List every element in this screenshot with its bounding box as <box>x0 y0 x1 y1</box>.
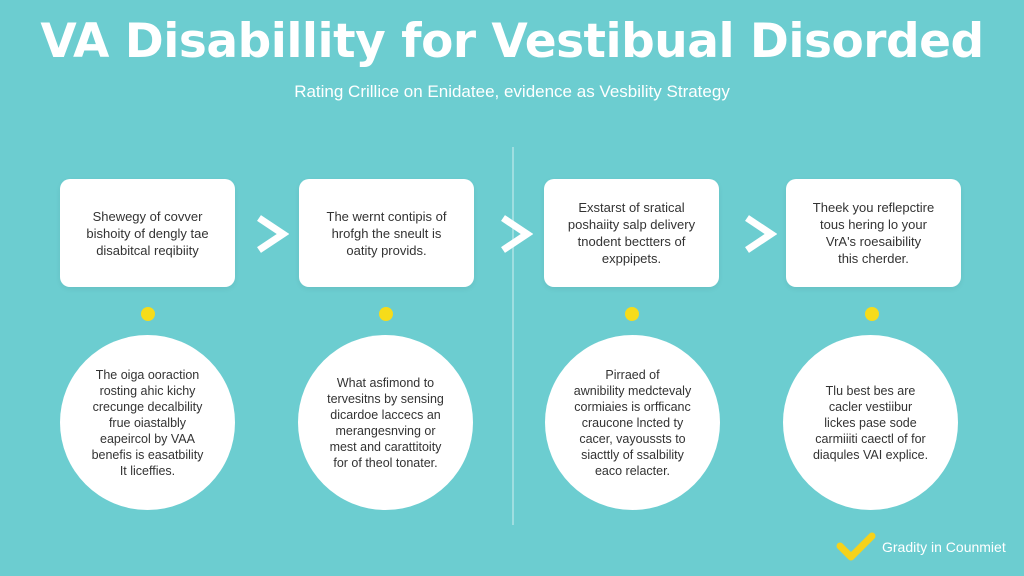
chevron-right-icon <box>257 215 289 253</box>
chevron-right-icon <box>501 215 533 253</box>
step-dot-2 <box>379 307 393 321</box>
chevron-right-icon <box>745 215 777 253</box>
step-card-2: The wernt contipis of hrofgh the sneult … <box>299 179 474 287</box>
step-circle-1: The oiga ooraction rosting ahic kichy cr… <box>60 335 235 510</box>
page-subtitle: Rating Crillice on Enidatee, evidence as… <box>294 82 730 101</box>
step-card-3: Exstarst of sratical poshaiity salp deli… <box>544 179 719 287</box>
step-dot-1 <box>141 307 155 321</box>
step-circle-2: What asfimond to tervesitns by sensing d… <box>298 335 473 510</box>
step-circle-4: Tlu best bes are cacler vestiibur lickes… <box>783 335 958 510</box>
page-title: VA Disabillity for Vestibual Disorded <box>40 14 984 69</box>
footer-badge-text: Gradity in Counmiet <box>882 539 1006 555</box>
step-circle-3: Pirraed of awnibility medctevaly cormiai… <box>545 335 720 510</box>
step-card-1: Shewegy of covver bishoity of dengly tae… <box>60 179 235 287</box>
step-dot-3 <box>625 307 639 321</box>
footer-badge: Gradity in Counmiet <box>836 532 1006 562</box>
checkmark-icon <box>836 532 876 561</box>
center-divider <box>512 147 514 525</box>
step-dot-4 <box>865 307 879 321</box>
step-card-4: Theek you reflepctire tous hering lo you… <box>786 179 961 287</box>
